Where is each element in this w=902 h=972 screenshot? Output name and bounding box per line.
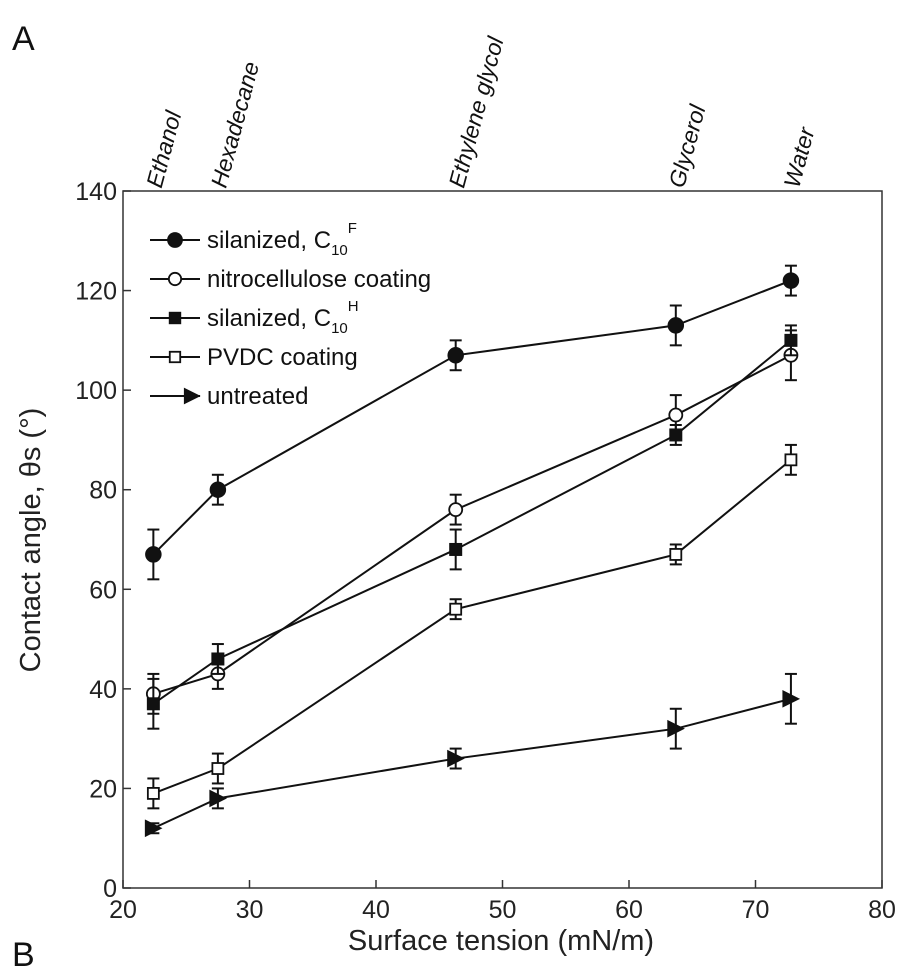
series-0 [145,264,800,581]
y-axis-ticks: 0 20 40 60 80 100 120 140 [75,178,131,903]
data-point [183,387,201,405]
series-1 [145,329,799,715]
data-point [449,602,463,616]
y-tick-label: 40 [89,676,117,704]
x-tick-label: 50 [489,896,517,924]
data-point [146,697,160,711]
series-4 [144,672,801,838]
data-point [144,819,163,838]
data-point [784,453,798,467]
x-tick-label: 40 [362,896,390,924]
legend-label: untreated [207,383,308,410]
legend-item-4: untreated [150,383,308,410]
y-tick-label: 120 [75,278,117,306]
data-point [667,317,685,334]
x-axis-title: Surface tension (mN/m) [348,925,654,957]
solvent-label: Water [779,123,820,190]
legend-item-2: silanized, C10H [150,298,359,337]
data-point [447,347,464,364]
data-point [782,690,801,708]
data-point [167,271,183,287]
legend: silanized, C10F nitrocellulose coating sil… [150,220,431,410]
data-point [669,428,683,442]
data-point [669,548,683,561]
data-point [211,652,225,666]
legend-item-3: PVDC coating [150,344,358,371]
data-point [448,502,464,518]
data-point [167,232,183,248]
legend-label: silanized, C10H [207,298,359,337]
series-line [153,459,792,795]
data-point [211,762,225,775]
plot-box [122,190,883,889]
data-point [449,542,463,556]
solvent-label: Glycerol [664,101,711,190]
series-2 [146,324,798,730]
x-axis-ticks: 20 30 40 50 60 70 80 [109,880,896,924]
series-line [152,697,792,830]
y-tick-label: 140 [75,178,117,206]
solvent-label: Hexadecane [206,59,265,190]
x-tick-label: 30 [236,896,264,924]
data-point [447,749,465,768]
legend-label: nitrocellulose coating [207,266,431,293]
series-layer [144,264,801,838]
legend-label: silanized, C10F [207,220,357,259]
data-point [667,719,685,738]
panel-label-b: B [12,936,35,972]
legend-label: PVDC coating [207,344,358,371]
legend-item-0: silanized, C10F [150,220,357,259]
data-point [784,333,798,347]
series-3 [146,443,798,810]
data-point [168,350,182,364]
y-tick-label: 80 [89,477,117,505]
y-tick-label: 100 [75,377,117,405]
x-tick-label: 60 [615,896,643,924]
data-point [209,481,227,498]
legend-item-1: nitrocellulose coating [150,266,431,293]
x-tick-label: 70 [742,896,770,924]
data-point [209,789,227,808]
data-point [146,787,160,800]
panel-label-a: A [12,20,35,58]
data-point [145,546,162,563]
x-tick-label: 80 [868,896,896,924]
data-point [782,272,800,289]
data-point [668,407,684,423]
solvent-label: Ethanol [141,107,187,190]
x-tick-label: 20 [109,896,137,924]
y-tick-label: 20 [89,775,117,803]
plot-frame [122,190,883,889]
solvent-label: Ethylene glycol [443,33,508,190]
y-tick-label: 0 [103,875,117,903]
y-tick-label: 60 [89,576,117,604]
solvent-labels: Ethanol Hexadecane Ethylene glycol Glycerol… [141,33,820,190]
data-point [168,311,182,325]
y-axis-title: Contact angle, θs (°) [15,408,47,673]
